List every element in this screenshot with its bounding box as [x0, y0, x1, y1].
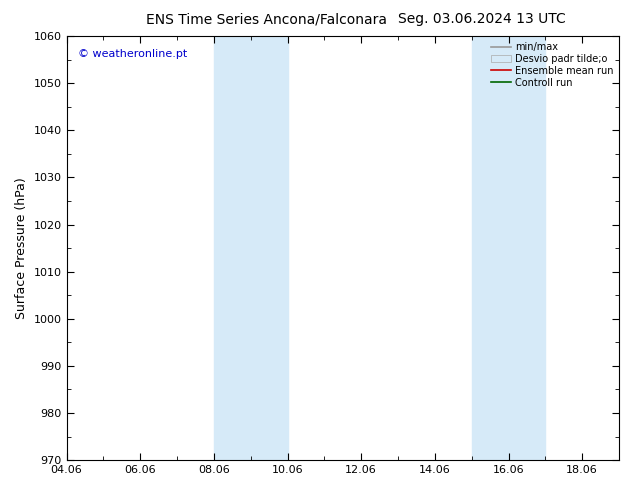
- Text: Seg. 03.06.2024 13 UTC: Seg. 03.06.2024 13 UTC: [398, 12, 566, 26]
- Bar: [214, 36, 250, 460]
- Legend: min/max, Desvio padr tilde;o, Ensemble mean run, Controll run: min/max, Desvio padr tilde;o, Ensemble m…: [488, 39, 616, 91]
- Text: ENS Time Series Ancona/Falconara: ENS Time Series Ancona/Falconara: [146, 12, 387, 26]
- Bar: [508, 36, 545, 460]
- Y-axis label: Surface Pressure (hPa): Surface Pressure (hPa): [15, 177, 28, 319]
- Bar: [472, 36, 508, 460]
- Text: © weatheronline.pt: © weatheronline.pt: [77, 49, 187, 59]
- Bar: [250, 36, 288, 460]
